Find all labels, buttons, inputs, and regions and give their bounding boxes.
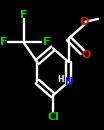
Text: O: O — [82, 50, 91, 60]
Text: F: F — [43, 37, 51, 47]
Text: O: O — [80, 17, 89, 27]
Text: Cl: Cl — [47, 112, 59, 122]
Text: F: F — [20, 10, 27, 20]
Text: F: F — [0, 37, 8, 47]
Text: N: N — [65, 77, 73, 87]
Text: H: H — [58, 75, 64, 84]
